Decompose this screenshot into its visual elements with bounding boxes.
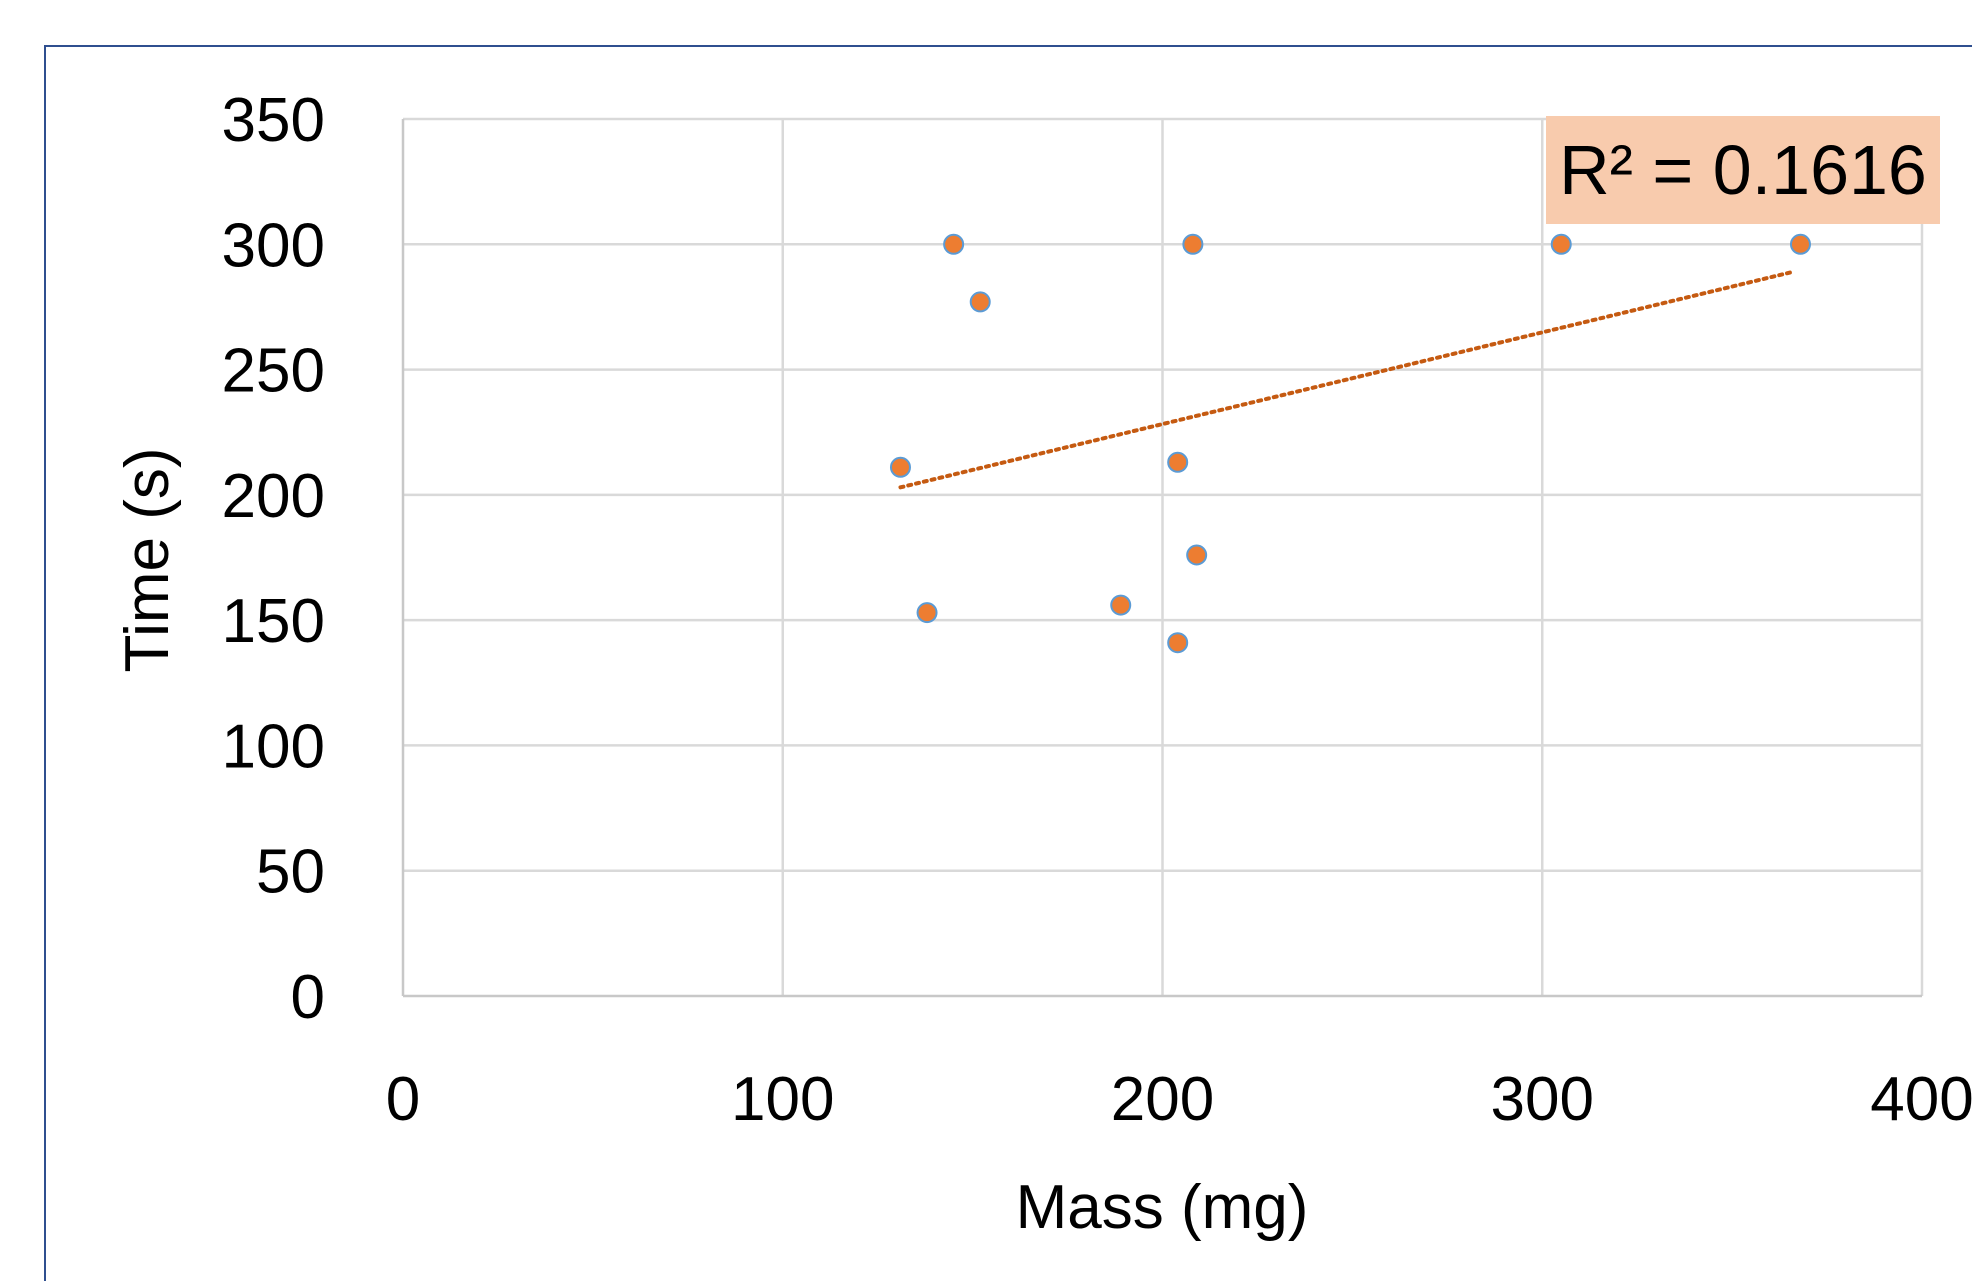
r-squared-box [1546,116,1940,224]
x-tick-label: 400 [1870,1065,1972,1134]
y-tick-label: 100 [222,712,325,781]
data-point [1186,544,1208,566]
y-tick-label: 0 [291,963,325,1032]
x-tick-label: 100 [731,1065,834,1134]
y-tick-label: 250 [222,337,325,406]
gridlines [403,117,1924,996]
r-squared-label: R² = 0.1616 [1559,131,1927,209]
data-point [969,291,991,313]
y-tick-label: 300 [222,211,325,280]
trendline-layer [898,269,1795,490]
chart-frame [44,45,1972,1281]
y-tick-label: 50 [256,838,325,907]
x-tick-label: 300 [1491,1065,1594,1134]
data-point [943,233,965,255]
data-point [1182,233,1204,255]
tick-labels: 0 50 100 150 200 250 300 350 0 100 200 300 400 [222,86,1972,1134]
y-tick-label: 350 [222,86,325,155]
x-axis-title: Mass (mg) [1016,1173,1309,1242]
y-tick-label: 150 [222,587,325,656]
data-point [1550,233,1572,255]
r-squared-annotation: R² = 0.1616 [1546,116,1940,224]
data-point [1167,451,1189,473]
axes [401,119,1922,998]
y-axis-title: Time (s) [113,448,182,673]
data-points [889,233,1811,654]
data-point [889,456,911,478]
data-point [916,602,938,624]
data-point [1110,594,1132,616]
trendline [898,269,1795,490]
data-point [1167,632,1189,654]
y-tick-label: 200 [222,462,325,531]
data-point [1789,233,1811,255]
x-tick-label: 0 [386,1065,420,1134]
x-tick-label: 200 [1111,1065,1214,1134]
